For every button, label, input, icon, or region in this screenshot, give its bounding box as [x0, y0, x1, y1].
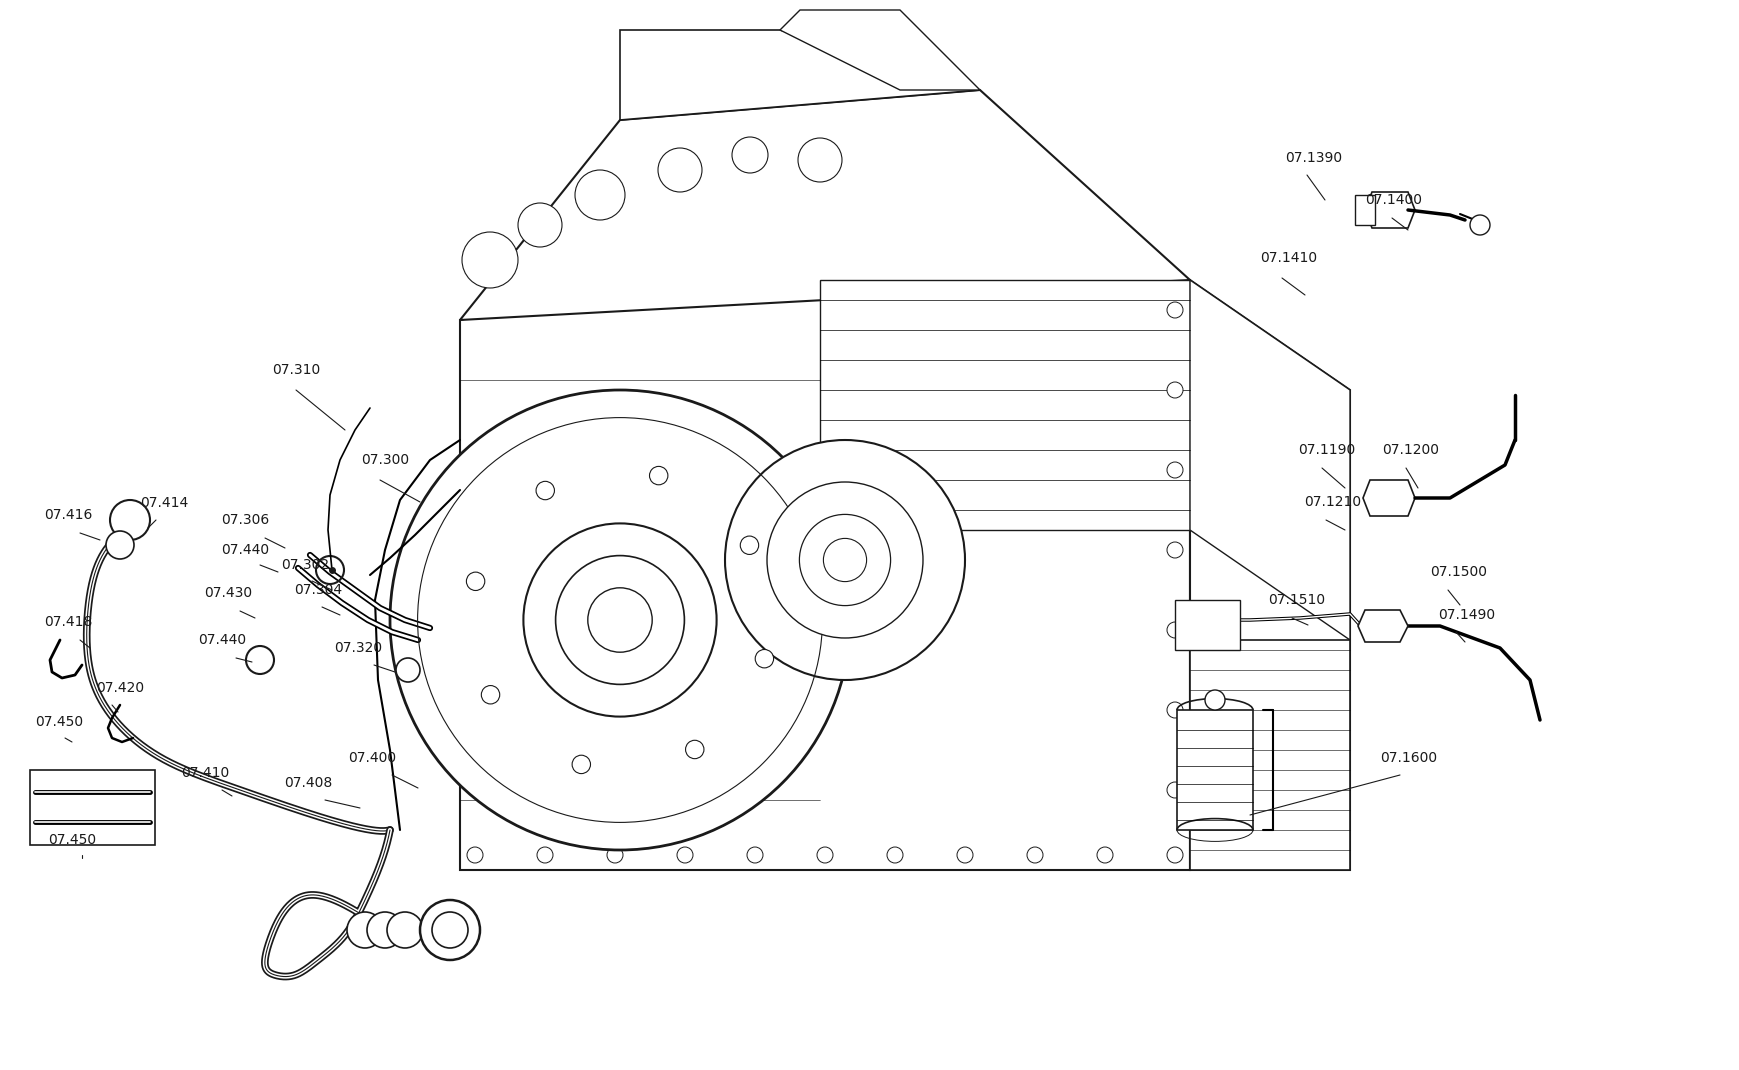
Polygon shape	[779, 10, 979, 90]
Text: 07.304: 07.304	[294, 583, 343, 597]
Text: 07.1600: 07.1600	[1379, 751, 1436, 765]
Circle shape	[676, 847, 692, 863]
Circle shape	[536, 482, 555, 500]
Circle shape	[1469, 215, 1489, 235]
Polygon shape	[1176, 710, 1252, 830]
Circle shape	[588, 587, 652, 653]
Circle shape	[466, 847, 483, 863]
Text: 07.430: 07.430	[203, 586, 252, 600]
Circle shape	[1167, 702, 1183, 718]
Circle shape	[463, 232, 518, 288]
Circle shape	[1096, 847, 1113, 863]
Circle shape	[817, 847, 833, 863]
Text: 07.310: 07.310	[271, 363, 320, 377]
Polygon shape	[419, 500, 459, 681]
Circle shape	[555, 555, 683, 685]
Circle shape	[657, 148, 701, 192]
Polygon shape	[819, 280, 1189, 530]
Text: 07.306: 07.306	[221, 513, 270, 528]
Text: 07.408: 07.408	[283, 776, 332, 790]
Polygon shape	[459, 90, 1189, 320]
Text: 07.1190: 07.1190	[1297, 443, 1355, 457]
Circle shape	[798, 138, 842, 182]
Circle shape	[523, 523, 716, 717]
Text: 07.416: 07.416	[43, 508, 92, 522]
Text: 07.1200: 07.1200	[1381, 443, 1438, 457]
Polygon shape	[1355, 195, 1374, 225]
Text: 07.440: 07.440	[221, 542, 270, 557]
Text: 07.300: 07.300	[360, 453, 409, 467]
Polygon shape	[1189, 280, 1349, 640]
Circle shape	[956, 847, 972, 863]
Circle shape	[1167, 382, 1183, 398]
Circle shape	[482, 686, 499, 704]
Circle shape	[1026, 847, 1042, 863]
Circle shape	[767, 482, 922, 638]
Text: 07.450: 07.450	[35, 715, 83, 729]
Circle shape	[386, 912, 423, 948]
Text: 07.440: 07.440	[198, 633, 245, 647]
Circle shape	[887, 847, 903, 863]
Circle shape	[607, 847, 623, 863]
Text: 07.414: 07.414	[139, 496, 188, 510]
Text: 07.410: 07.410	[181, 766, 230, 780]
Circle shape	[755, 649, 774, 668]
Text: 07.400: 07.400	[348, 751, 396, 765]
Text: 07.320: 07.320	[334, 641, 383, 655]
Text: 07.1400: 07.1400	[1363, 193, 1421, 207]
Polygon shape	[1362, 480, 1414, 516]
Circle shape	[466, 572, 485, 591]
Polygon shape	[819, 640, 1349, 870]
Circle shape	[746, 847, 763, 863]
Text: 07.418: 07.418	[43, 615, 92, 629]
Circle shape	[649, 467, 668, 485]
Text: 07.1490: 07.1490	[1436, 608, 1494, 622]
Circle shape	[346, 912, 383, 948]
Text: 07.1500: 07.1500	[1429, 565, 1487, 579]
Circle shape	[739, 536, 758, 554]
Polygon shape	[30, 770, 155, 845]
Circle shape	[574, 170, 624, 220]
Circle shape	[732, 137, 767, 173]
Text: 07.302: 07.302	[280, 557, 329, 572]
Circle shape	[110, 500, 150, 540]
Circle shape	[419, 900, 480, 960]
Circle shape	[1167, 302, 1183, 318]
Circle shape	[572, 755, 590, 774]
Text: 07.1410: 07.1410	[1259, 251, 1316, 265]
Circle shape	[396, 658, 419, 682]
Circle shape	[1167, 847, 1183, 863]
Circle shape	[1205, 690, 1224, 710]
Circle shape	[823, 538, 866, 582]
Circle shape	[1167, 542, 1183, 557]
Text: 07.450: 07.450	[49, 834, 96, 847]
Circle shape	[367, 912, 403, 948]
Circle shape	[1167, 622, 1183, 638]
Circle shape	[798, 515, 890, 606]
Circle shape	[106, 531, 134, 559]
Text: 07.1390: 07.1390	[1285, 151, 1341, 165]
Circle shape	[1167, 462, 1183, 478]
Polygon shape	[459, 240, 1189, 870]
Polygon shape	[1189, 280, 1349, 870]
Circle shape	[390, 389, 850, 850]
Circle shape	[685, 740, 704, 759]
Circle shape	[725, 440, 965, 681]
Text: 07.1210: 07.1210	[1303, 495, 1360, 509]
Polygon shape	[619, 30, 979, 120]
Circle shape	[537, 847, 553, 863]
Text: 07.420: 07.420	[96, 681, 144, 696]
Circle shape	[431, 912, 468, 948]
Circle shape	[1167, 782, 1183, 798]
Polygon shape	[1174, 600, 1240, 649]
Polygon shape	[1363, 192, 1414, 228]
Polygon shape	[1356, 610, 1407, 642]
Text: 07.1510: 07.1510	[1268, 593, 1325, 607]
Circle shape	[518, 203, 562, 247]
